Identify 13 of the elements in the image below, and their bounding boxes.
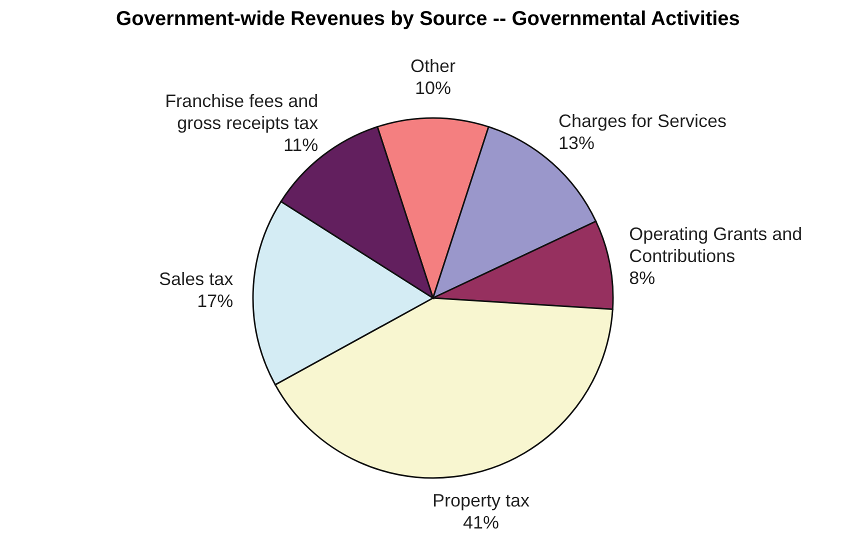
chart-title: Government-wide Revenues by Source -- Governmental Activities (115, 8, 741, 31)
slice-label: Charges for Services (558, 110, 727, 131)
slice-label: Sales tax (159, 268, 234, 289)
data-label: 11% (283, 134, 318, 155)
slice-label: Property tax (432, 490, 530, 510)
data-label: 13% (558, 132, 595, 153)
data-label: 41% (462, 512, 500, 532)
data-label: 8% (629, 268, 656, 288)
slice-label: Franchise fees and gross receipts tax (165, 90, 318, 133)
data-label: 17% (197, 290, 234, 311)
slice-label: Operating Grants and Contributions (629, 224, 802, 266)
data-label: 10% (414, 78, 452, 98)
slice-label: Other (410, 56, 456, 76)
